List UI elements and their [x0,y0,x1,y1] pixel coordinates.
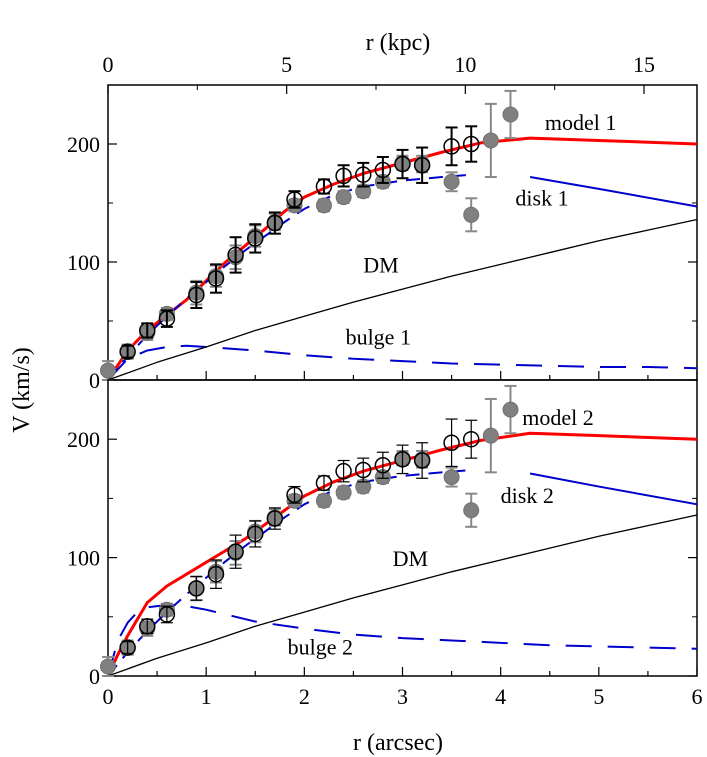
open-data-point [158,606,176,623]
annotation-bulge-1: bulge 1 [346,325,411,350]
annotation-dm: DM [363,253,398,278]
open-data-point [139,618,156,635]
y-tick-label: 200 [67,132,100,157]
annotation-dm: DM [393,546,428,571]
filled-data-point [335,484,352,501]
open-data-point [443,138,460,155]
annotation-disk-1: disk 1 [515,185,568,210]
open-data-point [374,161,392,179]
filled-data-point [502,401,519,418]
open-data-point [139,322,156,339]
y-tick-label: 100 [67,250,100,275]
open-data-point [227,246,244,264]
annotation-disk-2: disk 2 [501,483,554,508]
open-data-point [266,510,284,527]
series-disk-1 [107,173,472,381]
open-data-point [335,167,352,185]
x-tick-label: 1 [201,684,212,709]
filled-data-point [315,197,332,214]
panel-bottom: 0 100 200 0 1 2 3 4 5 6 model 2 disk 2 DM bulge 2 [67,379,703,709]
filled-data-point [335,189,352,206]
x-tick-label: 5 [593,684,604,709]
filled-data-point [315,492,332,509]
y-tick-label: 100 [67,546,100,571]
open-data-point [286,191,303,208]
open-data-point [266,214,284,232]
open-data-point [354,461,372,479]
annotation-bulge-2: bulge 2 [288,635,353,660]
series-dm [107,514,698,677]
filled-data-point [443,469,460,486]
panel-top: 0 100 200 0 5 10 15 model 1 disk 1 DM bulge 1 [67,52,698,393]
open-data-point [374,456,392,474]
filled-data-point [100,658,116,675]
top-tick-label: 10 [454,52,476,77]
annotation-model-2: model 2 [522,405,594,430]
open-data-point [158,310,176,327]
open-data-point [227,543,244,560]
top-tick-label: 5 [281,52,292,77]
open-data-point [119,639,136,656]
open-data-point [413,156,431,174]
top-axis-title: r (kpc) [366,30,431,56]
series-dm [107,218,698,381]
filled-data-point [100,362,116,379]
series-disk-2-outer [529,472,698,506]
top-tick-label: 0 [103,52,114,77]
panel-frame [107,379,698,677]
open-data-point [247,525,264,543]
filled-data-point [502,106,519,123]
series-bulge-2 [107,603,698,677]
bottom-axis-title: r (arcsec) [353,730,443,756]
top-tick-label: 15 [633,52,655,77]
open-data-point [286,486,303,504]
x-tick-label: 3 [397,684,408,709]
annotation-model-1: model 1 [545,110,617,135]
open-data-point [207,270,225,287]
filled-data-point [482,427,499,444]
y-tick-label: 0 [89,664,100,689]
open-data-point [119,343,136,360]
open-data-point [462,135,480,153]
x-tick-label: 0 [103,684,114,709]
filled-data-point [463,502,480,519]
y-tick-label: 0 [89,368,100,393]
y-axis-title: V (km/s) [9,347,35,433]
filled-data-point [482,132,499,149]
open-data-point [443,434,460,452]
x-tick-label: 4 [495,684,506,709]
series-bulge-1 [107,344,698,381]
filled-data-point [443,173,460,190]
open-data-point [188,580,205,597]
open-data-point [413,452,431,469]
open-data-point [247,230,264,247]
open-data-point [188,286,205,304]
y-tick-label: 200 [67,427,100,452]
open-data-point [462,430,480,448]
x-tick-label: 6 [692,684,703,709]
open-data-point [315,474,333,492]
open-data-point [315,178,333,195]
filled-data-point [463,206,480,223]
series-disk-1-outer [529,176,698,208]
open-data-point [394,155,411,173]
open-data-point [335,462,352,480]
open-data-point [394,451,411,468]
x-tick-label: 2 [299,684,310,709]
open-data-point [207,565,225,583]
series-model-2 [106,431,698,677]
open-data-point [354,166,372,183]
